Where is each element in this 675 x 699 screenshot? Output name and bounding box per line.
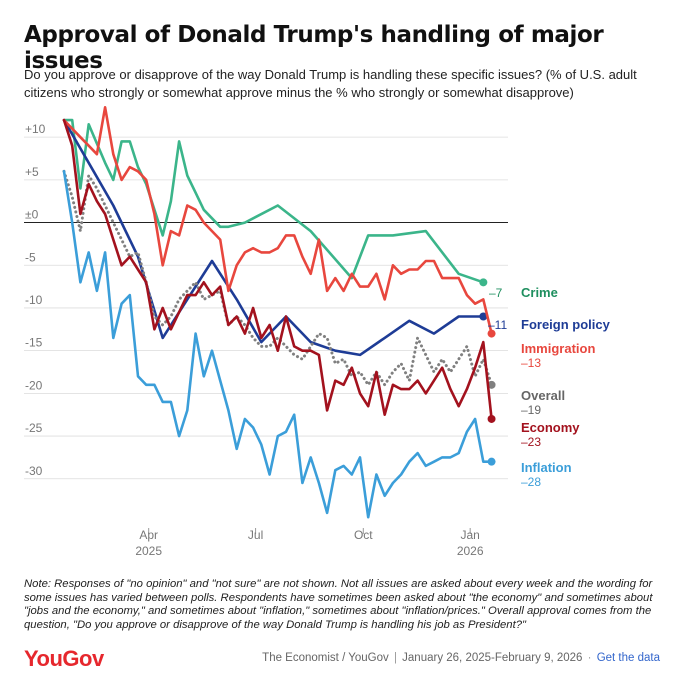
series-line-foreign-policy: [62, 118, 485, 357]
y-tick-label: -10: [25, 293, 43, 307]
series-line-inflation: [62, 170, 493, 519]
y-tick-label: -25: [25, 421, 43, 435]
series-label-economy: Economy: [521, 420, 580, 435]
series-end-dot-immigration: [487, 329, 496, 338]
series-label-crime: Crime: [521, 285, 558, 300]
x-tick-label: Jan: [460, 528, 479, 542]
series-end-value-overall: –19: [521, 403, 541, 417]
y-tick-label: -5: [25, 250, 36, 264]
x-tick-label: Oct: [354, 528, 373, 542]
y-tick-label: +10: [25, 122, 46, 136]
y-tick-label: -15: [25, 336, 43, 350]
series-end-dot-economy: [487, 414, 496, 423]
separator-dot: ·: [587, 652, 592, 664]
x-tick-label: Jul: [248, 528, 263, 542]
yougov-logo: YouGov: [24, 646, 104, 671]
series-end-dot-overall: [487, 380, 496, 389]
series-line-economy: [62, 118, 493, 421]
x-tick-year-label: 2026: [457, 544, 484, 558]
series-label-immigration: Immigration: [521, 341, 595, 356]
x-tick-year-label: 2025: [135, 544, 162, 558]
chart-subtitle: Do you approve or disapprove of the way …: [24, 67, 637, 100]
series-end-value-foreign-policy: –11: [488, 318, 507, 332]
chart-title: Approval of Donald Trump's handling of m…: [24, 22, 604, 74]
series-line-overall: [62, 169, 494, 387]
get-the-data-link[interactable]: Get the data: [596, 652, 660, 664]
date-range: January 26, 2025-February 9, 2026: [402, 652, 583, 664]
x-tick-label: Apr: [139, 528, 158, 542]
series-end-dot-foreign-policy: [479, 312, 488, 321]
series-end-value-crime: –7: [489, 286, 503, 300]
y-tick-label: -20: [25, 378, 43, 392]
y-tick-label: -30: [25, 464, 43, 478]
series-end-dot-crime: [479, 278, 488, 287]
series-label-inflation: Inflation: [521, 460, 572, 475]
line-chart: +10 +5 ±0 -5 -10 -15 -20 -25 -30 Apr 2025 Jul Oct Jan…: [24, 106, 611, 558]
series-label-overall: Overall: [521, 388, 565, 403]
y-tick-label: ±0: [25, 208, 39, 222]
series-line-crime: [62, 118, 485, 284]
y-tick-label: +5: [25, 165, 39, 179]
series-end-value-economy: –23: [521, 435, 541, 449]
series-line-immigration: [62, 106, 493, 335]
series-end-dot-inflation: [487, 457, 496, 466]
series-end-value-inflation: –28: [521, 475, 541, 489]
footnote: Note: Responses of "no opinion" and "not…: [24, 578, 653, 631]
series-end-value-immigration: –13: [521, 356, 541, 370]
source-text: The Economist / YouGov: [262, 652, 389, 664]
source-line: The Economist / YouGov | January 26, 202…: [262, 652, 660, 664]
series-label-foreign-policy: Foreign policy: [521, 317, 611, 332]
